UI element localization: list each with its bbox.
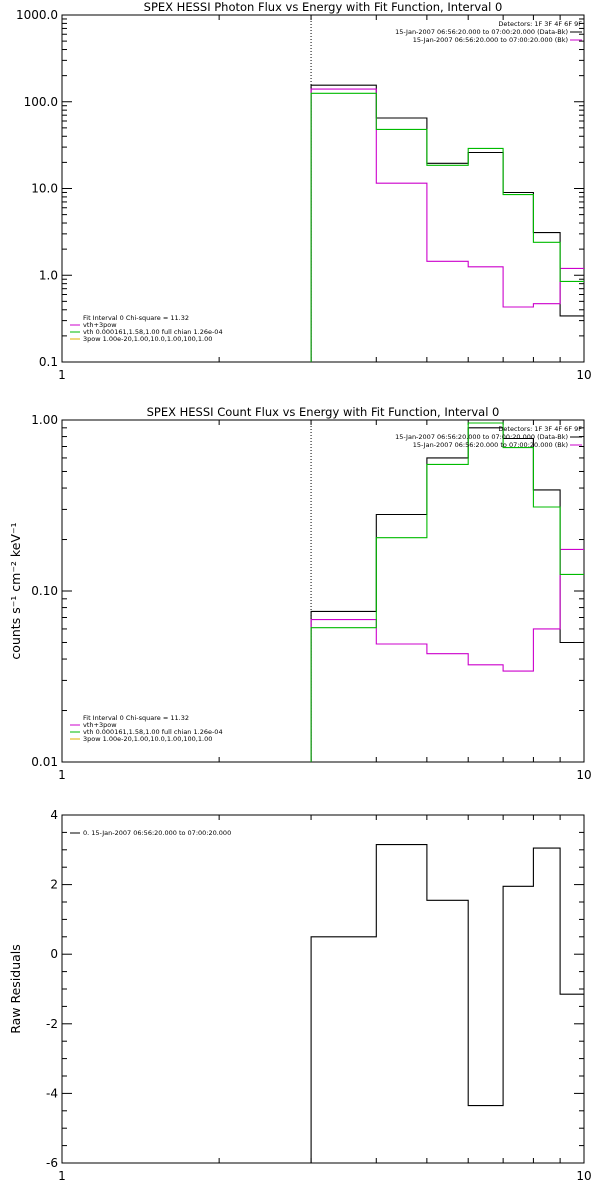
annotation-line: 15-Jan-2007 06:56:20.000 to 07:00:20.000…: [395, 28, 568, 36]
legend-item: vth+3pow: [83, 721, 117, 729]
y-tick-label: 1000.0: [16, 8, 58, 22]
annotation-line: 15-Jan-2007 06:56:20.000 to 07:00:20.000…: [395, 433, 568, 441]
count-flux-panel: SPEX HESSI Count Flux vs Energy with Fit…: [8, 405, 592, 782]
legend-item: 3pow 1.00e-20,1.00,10.0,1.00,100,1.00: [83, 335, 212, 343]
annotation-line: 15-Jan-2007 06:56:20.000 to 07:00:20.000…: [413, 36, 568, 44]
x-tick-label: 10: [576, 1169, 591, 1183]
chart-title: SPEX HESSI Count Flux vs Energy with Fit…: [147, 405, 500, 419]
x-tick-label: 10: [576, 368, 591, 382]
legend-item: 0. 15-Jan-2007 06:56:20.000 to 07:00:20.…: [83, 829, 231, 837]
residuals-panel: 1 10 4 2 0 -2 -4 -6 Raw Residuals 0. 15-Jan-2007 …: [8, 808, 592, 1183]
y-tick-label: 1.0: [39, 268, 58, 282]
series-1-step-line: [310, 548, 584, 762]
detectors-label: Detectors: 1F 3F 4F 6F 9F: [498, 425, 582, 433]
y-tick-label: 0.1: [39, 355, 58, 369]
photon-flux-panel: SPEX HESSI Photon Flux vs Energy with Fi…: [16, 0, 592, 382]
plot-frame: [61, 14, 585, 363]
detectors-label: Detectors: 1F 3F 4F 6F 9F: [498, 20, 582, 28]
y-axis-label: Raw Residuals: [8, 944, 23, 1034]
y-tick-label: 10.0: [31, 182, 58, 196]
x-tick-label: 1: [58, 368, 66, 382]
legend-item: Fit Interval 0 Chi-square = 11.32: [83, 314, 189, 322]
legend-item: vth 0.000161,1.58,1.00 full chian 1.26e-…: [83, 728, 223, 736]
legend-item: vth+3pow: [83, 321, 117, 329]
annotation-line: 15-Jan-2007 06:56:20.000 to 07:00:20.000…: [413, 441, 568, 449]
series-2-step-line: [310, 422, 584, 762]
series-0-step-line: [310, 84, 584, 362]
y-axis-label: counts s⁻¹ cm⁻² keV⁻¹: [8, 522, 23, 659]
series-2-step-line: [310, 92, 584, 362]
series-1-step-line: [310, 88, 584, 362]
y-tick-label: -6: [46, 1156, 58, 1170]
y-tick-label: -2: [46, 1017, 58, 1031]
x-tick-label: 1: [58, 768, 66, 782]
y-tick-label: 0.10: [31, 584, 58, 598]
y-tick-label: 4: [50, 808, 58, 822]
y-tick-label: 2: [50, 878, 58, 892]
y-tick-label: -4: [46, 1086, 58, 1100]
y-tick-label: 100.0: [24, 95, 58, 109]
legend-item: Fit Interval 0 Chi-square = 11.32: [83, 714, 189, 722]
legend-item: vth 0.000161,1.58,1.00 full chian 1.26e-…: [83, 328, 223, 336]
y-tick-label: 0: [50, 947, 58, 961]
plot-frame: [61, 419, 585, 763]
chart-title: SPEX HESSI Photon Flux vs Energy with Fi…: [144, 0, 503, 14]
series-0-step-line: [310, 844, 584, 1163]
y-tick-label: 0.01: [31, 755, 58, 769]
series-0-step-line: [310, 427, 584, 762]
plot-frame: [61, 814, 585, 1164]
x-tick-label: 1: [58, 1169, 66, 1183]
legend-item: 3pow 1.00e-20,1.00,10.0,1.00,100,1.00: [83, 735, 212, 743]
x-tick-label: 10: [576, 768, 591, 782]
y-tick-label: 1.00: [31, 413, 58, 427]
